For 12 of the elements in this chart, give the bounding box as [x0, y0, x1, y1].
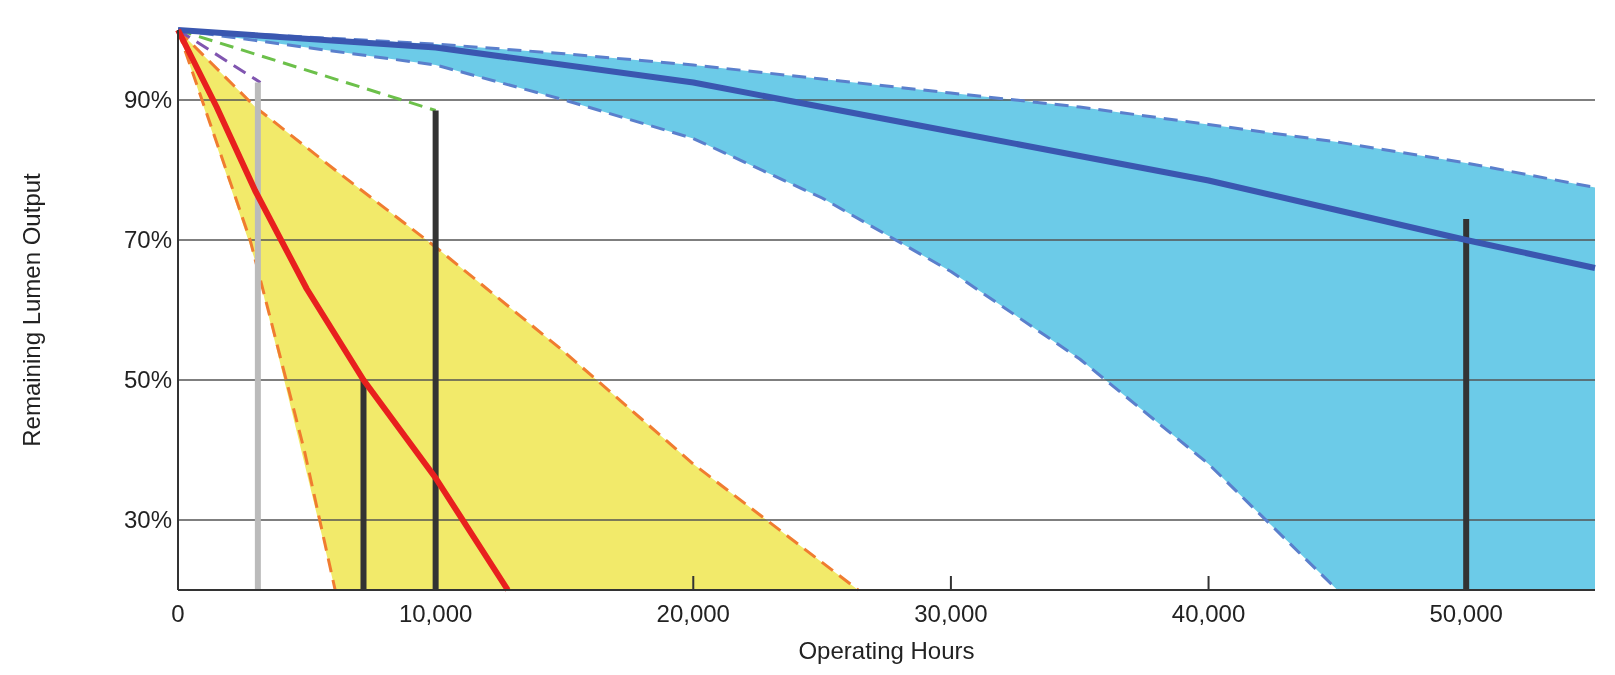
x-axis-title: Operating Hours: [798, 637, 975, 664]
x-tick-label: 0: [171, 600, 185, 627]
y-tick-label: 30%: [123, 506, 172, 534]
x-tick-label: 10,000: [398, 600, 473, 627]
y-axis-title: Remaining Lumen Output: [18, 172, 45, 447]
y-tick-label: 70%: [123, 226, 172, 254]
x-tick-label: 30,000: [914, 600, 988, 627]
x-tick-label: 40,000: [1171, 600, 1246, 627]
x-tick-label: 50,000: [1429, 600, 1503, 627]
y-tick-label: 90%: [123, 86, 172, 114]
y-tick-label: 50%: [123, 366, 172, 394]
x-tick-label: 20,000: [656, 600, 730, 627]
